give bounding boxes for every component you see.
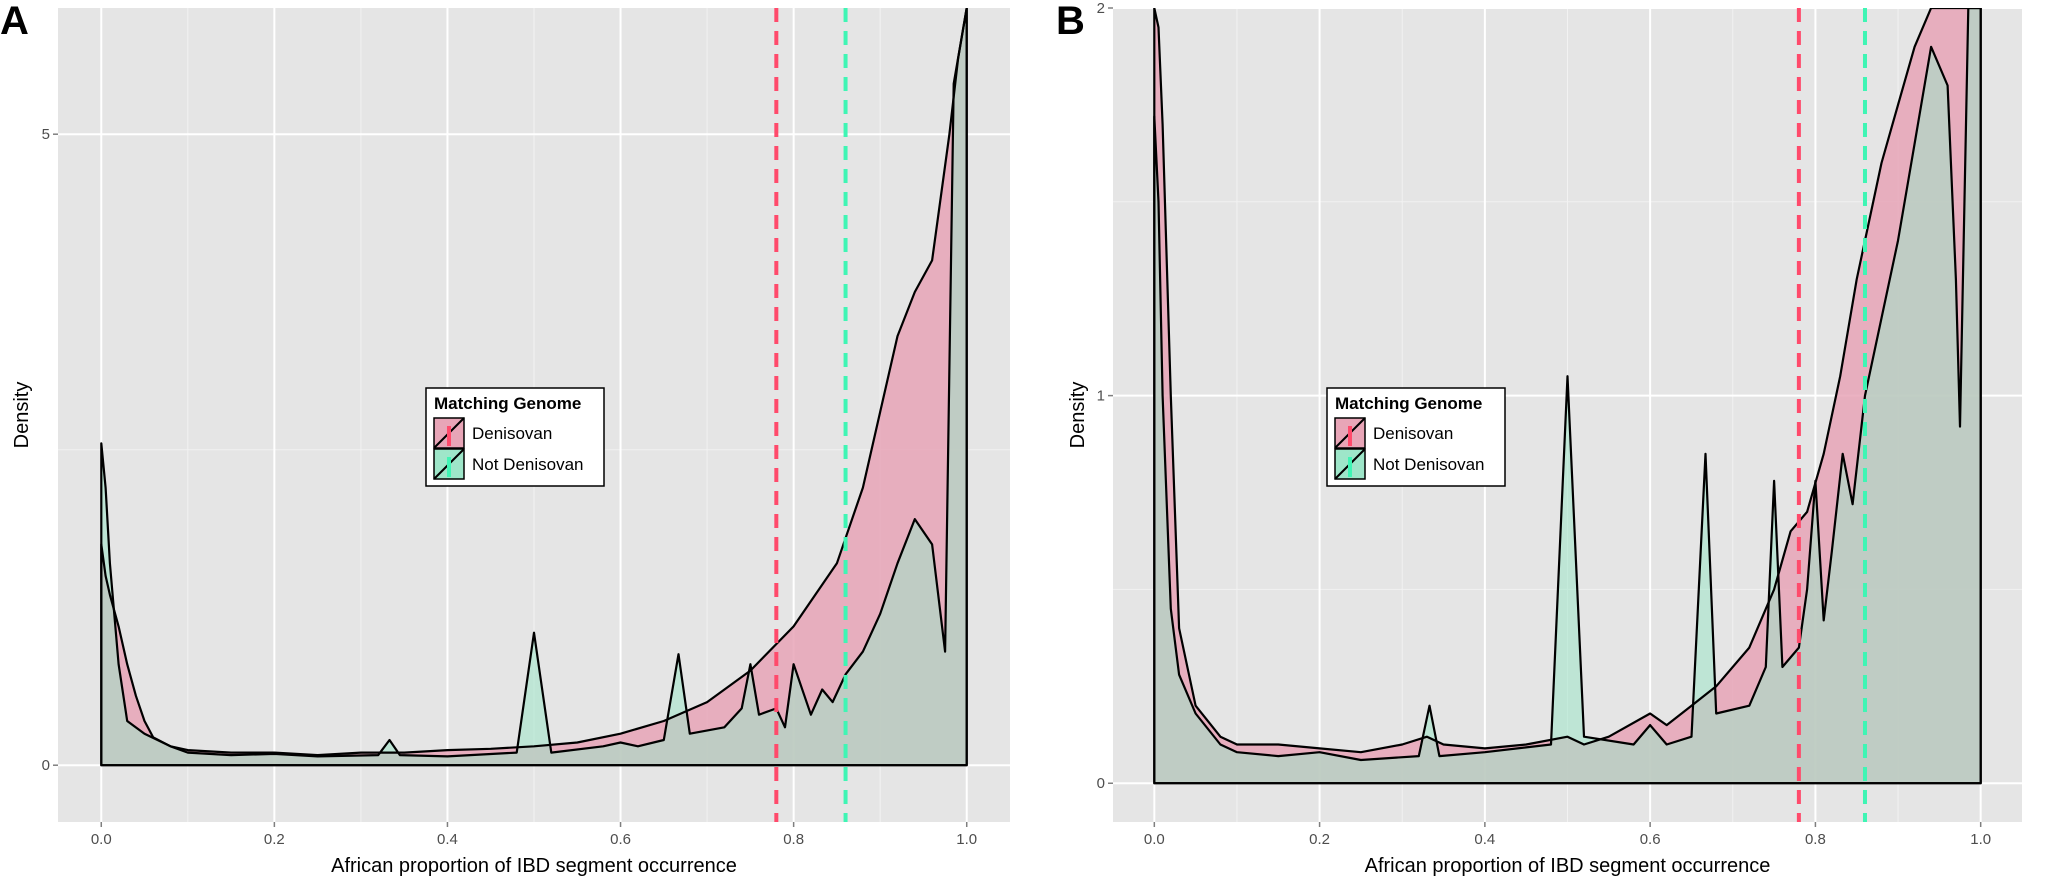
line-denisovan <box>100 8 968 767</box>
area-not-denisovan <box>101 8 967 766</box>
legend-title: Matching Genome <box>434 394 581 413</box>
line-not-denisovan <box>1153 8 1982 785</box>
x-axis-title: African proportion of IBD segment occurr… <box>1365 855 1771 877</box>
legend-label-not-denisovan: Not Denisovan <box>1373 455 1485 474</box>
ticks: 0.0 0.2 0.4 0.6 0.8 1.0 0 1 2 <box>1097 0 1991 848</box>
legend: Matching Genome Denisovan Not Denisovan <box>425 387 605 487</box>
x-tick-label: 0.8 <box>1805 831 1826 848</box>
x-tick-label: 0.6 <box>610 831 631 848</box>
x-tick-label: 0.0 <box>1144 831 1165 848</box>
panel-label: B <box>1056 0 1085 43</box>
panel-label: A <box>0 0 29 43</box>
x-tick-label: 0.4 <box>1474 831 1495 848</box>
x-tick-label: 0.4 <box>437 831 458 848</box>
x-tick-label: 0.2 <box>264 831 285 848</box>
x-tick-label: 0.8 <box>783 831 804 848</box>
x-axis-title: African proportion of IBD segment occurr… <box>331 855 737 877</box>
legend-label-not-denisovan: Not Denisovan <box>472 455 584 474</box>
series-layer <box>1153 8 1982 785</box>
series-layer <box>100 8 968 767</box>
y-tick-label: 5 <box>42 126 50 143</box>
legend-label-denisovan: Denisovan <box>1373 424 1453 443</box>
x-tick-label: 0.2 <box>1309 831 1330 848</box>
x-tick-label: 1.0 <box>1970 831 1991 848</box>
line-denisovan <box>1153 8 1982 785</box>
legend-title: Matching Genome <box>1335 394 1482 413</box>
ticks: 0.0 0.2 0.4 0.6 0.8 1.0 0 5 <box>42 126 978 848</box>
panel-b: 0.0 0.2 0.4 0.6 0.8 1.0 0 1 2 African proportion … <box>1056 0 2022 877</box>
legend: Matching Genome Denisovan Not Denisovan <box>1326 387 1506 487</box>
y-tick-label: 1 <box>1097 388 1105 405</box>
y-tick-label: 0 <box>42 757 50 774</box>
x-tick-label: 0.0 <box>91 831 112 848</box>
panel-a: 0.0 0.2 0.4 0.6 0.8 1.0 0 5 African proportion o… <box>0 0 1010 877</box>
y-axis-title: Density <box>1067 382 1089 449</box>
y-tick-label: 2 <box>1097 0 1105 17</box>
x-tick-label: 1.0 <box>956 831 977 848</box>
y-tick-label: 0 <box>1097 775 1105 792</box>
legend-label-denisovan: Denisovan <box>472 424 552 443</box>
line-not-denisovan <box>100 8 968 767</box>
y-axis-title: Density <box>11 382 33 449</box>
x-tick-label: 0.6 <box>1640 831 1661 848</box>
